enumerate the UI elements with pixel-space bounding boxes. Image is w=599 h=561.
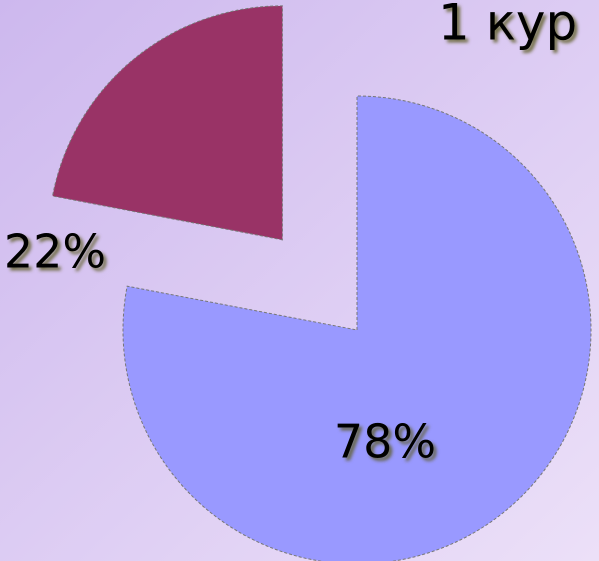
pie-slice bbox=[51, 5, 283, 241]
data-label: 78% bbox=[334, 415, 436, 469]
data-label: 22% bbox=[4, 225, 106, 279]
chart-title: 1 кур bbox=[438, 0, 577, 52]
pie-slice bbox=[122, 95, 592, 561]
